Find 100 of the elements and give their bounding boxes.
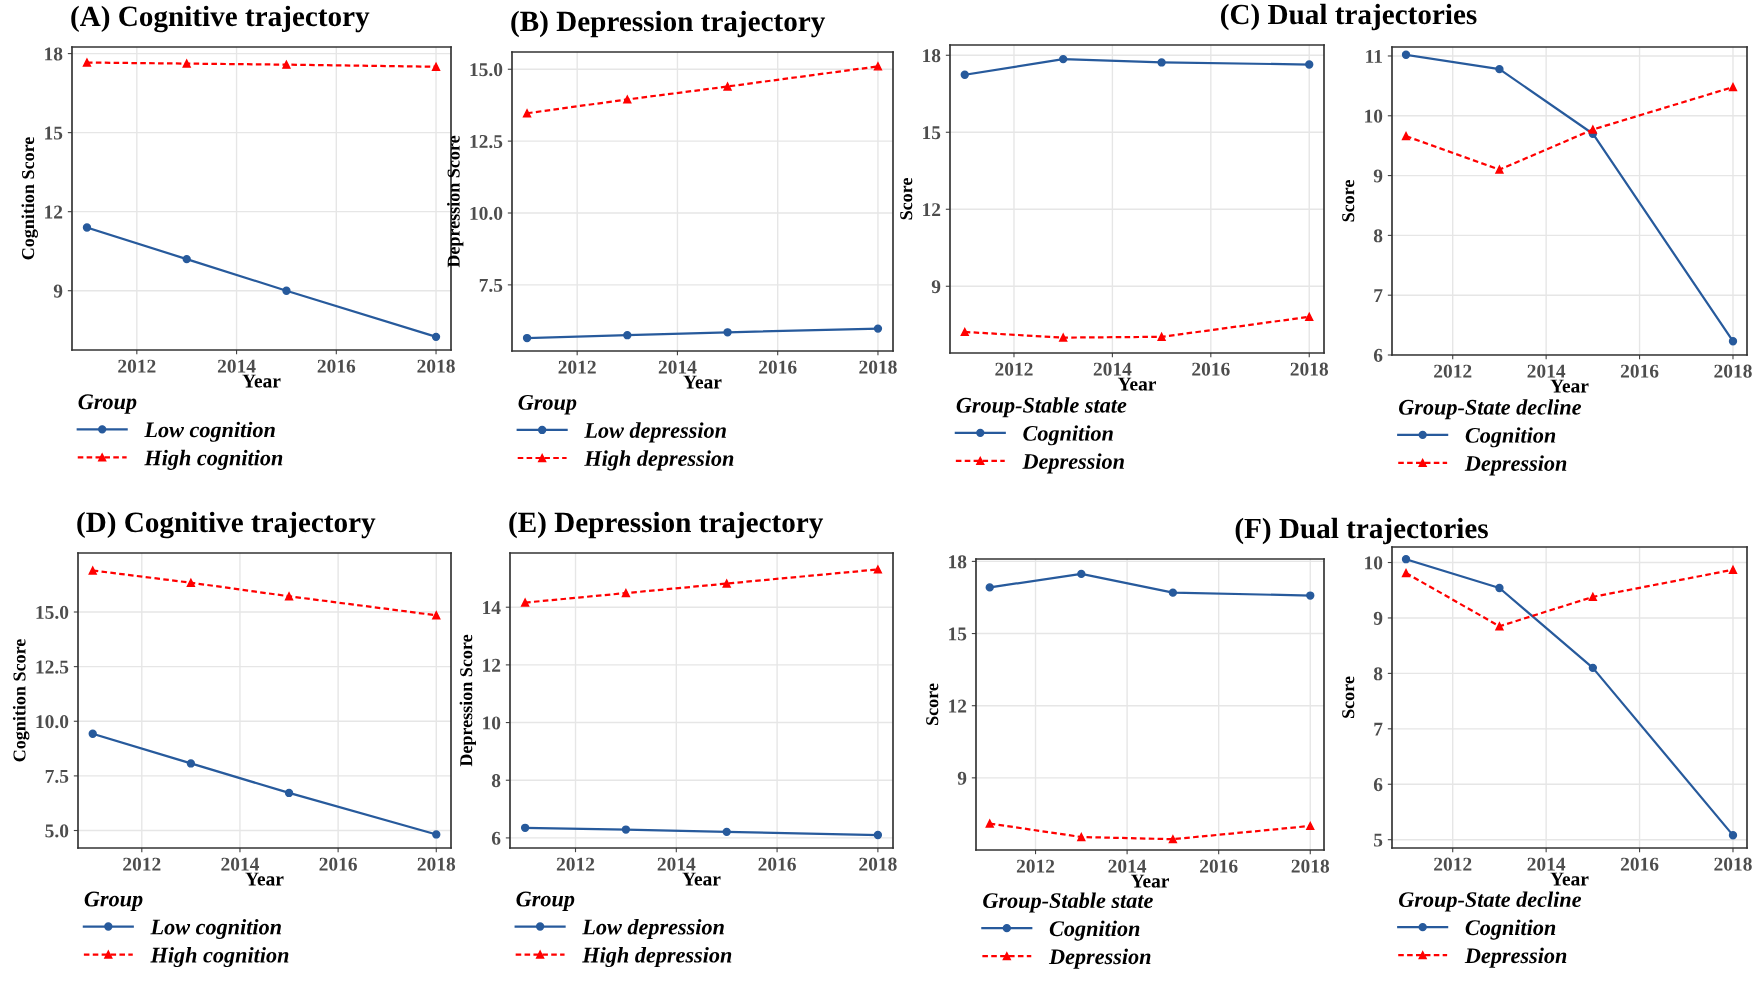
legend-title: Group-Stable state: [983, 892, 1153, 913]
y-tick-label: 15.0: [36, 605, 69, 620]
y-tick-label: 9: [957, 771, 967, 785]
y-tick-label: 10.0: [36, 715, 69, 729]
x-axis-title: Year: [1117, 377, 1157, 391]
legend-label: Low depression: [584, 422, 726, 443]
y-tick-label: 10: [1365, 109, 1383, 123]
legend-title: Group-State decline: [1398, 399, 1582, 420]
x-tick-label: 2016: [1620, 364, 1659, 378]
x-tick-label: 2012: [1434, 364, 1472, 378]
y-axis-title: Score: [1342, 180, 1355, 222]
x-axis-title: Year: [1130, 874, 1170, 888]
y-axis-title: Depression Score: [459, 634, 476, 767]
legend-label: High depression: [582, 946, 732, 968]
legend-label: Depression: [1464, 947, 1567, 968]
legend-label: Depression: [1464, 455, 1567, 476]
y-tick-label: 18: [923, 49, 941, 63]
legend-label: Low depression: [582, 918, 724, 940]
x-tick-label: 2016: [319, 857, 357, 871]
y-tick-label: 12: [923, 203, 941, 217]
x-axis-title: Year: [242, 374, 281, 388]
x-tick-label: 2014: [1093, 362, 1132, 376]
y-tick-label: 9: [1373, 169, 1383, 183]
y-tick-label: 12: [949, 699, 967, 713]
x-tick-label: 2012: [1434, 857, 1472, 871]
x-tick-label: 2012: [118, 359, 156, 373]
y-tick-label: 14: [483, 601, 501, 614]
y-tick-label: 7.5: [45, 769, 69, 783]
y-tick-label: 10: [483, 716, 501, 730]
x-axis-title: Year: [245, 872, 284, 886]
x-tick-label: 2018: [1290, 362, 1329, 376]
x-tick-label: 2018: [1714, 857, 1752, 871]
x-tick-label: 2012: [995, 362, 1033, 376]
legend-title: Group-Stable state: [956, 397, 1127, 418]
x-tick-label: 2014: [1108, 859, 1147, 873]
y-axis-title: Depression Score: [447, 135, 464, 268]
legend-title: Group: [78, 394, 137, 414]
x-axis-title: Year: [1550, 379, 1589, 393]
legend-label: Low cognition: [150, 918, 281, 940]
x-tick-label: 2012: [1016, 859, 1055, 873]
y-tick-label: 7: [1374, 289, 1383, 302]
x-tick-label: 2018: [1291, 859, 1330, 873]
y-tick-label: 8: [491, 774, 501, 788]
y-axis-title: Score: [1342, 676, 1355, 718]
y-tick-label: 15.0: [470, 63, 503, 77]
y-tick-label: 9: [1373, 611, 1383, 625]
x-tick-label: 2016: [1200, 859, 1238, 873]
x-axis-title: Year: [1550, 872, 1589, 886]
chart-title: (D) Cognitive trajectory: [77, 511, 376, 539]
x-tick-label: 2014: [657, 857, 696, 871]
legend-label: Depression: [1022, 453, 1124, 474]
y-tick-label: 8: [1373, 229, 1383, 243]
y-tick-label: 6: [1373, 778, 1383, 792]
legend-title: Group: [516, 891, 575, 911]
x-axis-title: Year: [682, 872, 721, 886]
y-tick-label: 7.5: [479, 278, 503, 292]
y-tick-label: 12: [45, 205, 63, 219]
legend-title: Group-State decline: [1398, 891, 1582, 912]
y-tick-label: 12.5: [470, 135, 503, 149]
x-tick-label: 2018: [417, 359, 455, 373]
legend-label: Cognition: [1465, 919, 1556, 940]
x-tick-label: 2012: [123, 857, 161, 871]
x-tick-label: 2012: [556, 857, 595, 871]
y-tick-label: 10.0: [470, 206, 503, 221]
legend-label: Cognition: [1023, 425, 1113, 446]
y-tick-label: 15: [45, 126, 63, 140]
x-tick-label: 2016: [758, 857, 796, 871]
x-tick-label: 2018: [1714, 364, 1752, 378]
x-tick-label: 2018: [859, 857, 897, 871]
y-tick-label: 5.0: [45, 824, 69, 838]
x-tick-label: 2012: [558, 360, 596, 374]
y-tick-label: 6: [1373, 348, 1383, 362]
y-tick-label: 5: [1374, 833, 1383, 847]
legend-title: Group: [518, 394, 577, 415]
legend-label: High cognition: [144, 449, 283, 470]
legend-label: High cognition: [150, 946, 289, 968]
legend-label: Cognition: [1049, 920, 1140, 941]
chart-title: (E) Depression trajectory: [509, 511, 824, 539]
x-tick-label: 2018: [417, 857, 456, 871]
y-axis-title: Cognition Score: [12, 639, 30, 762]
x-tick-label: 2014: [217, 359, 256, 373]
y-axis-title: Score: [900, 178, 913, 220]
chart-title: (C) Dual trajectories: [1221, 3, 1477, 31]
y-tick-label: 12: [483, 658, 501, 672]
y-axis-title: Score: [926, 683, 939, 725]
y-tick-label: 7: [1374, 722, 1383, 736]
y-tick-label: 12.5: [36, 660, 69, 674]
x-tick-label: 2016: [317, 359, 356, 373]
x-tick-label: 2014: [1527, 364, 1566, 378]
y-tick-label: 15: [923, 126, 941, 140]
x-tick-label: 2016: [1192, 362, 1230, 376]
x-tick-label: 2016: [1620, 857, 1659, 871]
x-tick-label: 2014: [1527, 857, 1566, 871]
legend-label: Cognition: [1465, 427, 1556, 448]
y-tick-label: 11: [1366, 49, 1382, 63]
chart-title: (B) Depression trajectory: [511, 10, 826, 38]
x-axis-title: Year: [683, 375, 722, 389]
chart-title: (F) Dual trajectories: [1235, 517, 1488, 545]
y-tick-label: 18: [45, 47, 63, 61]
y-tick-label: 8: [1373, 667, 1383, 681]
